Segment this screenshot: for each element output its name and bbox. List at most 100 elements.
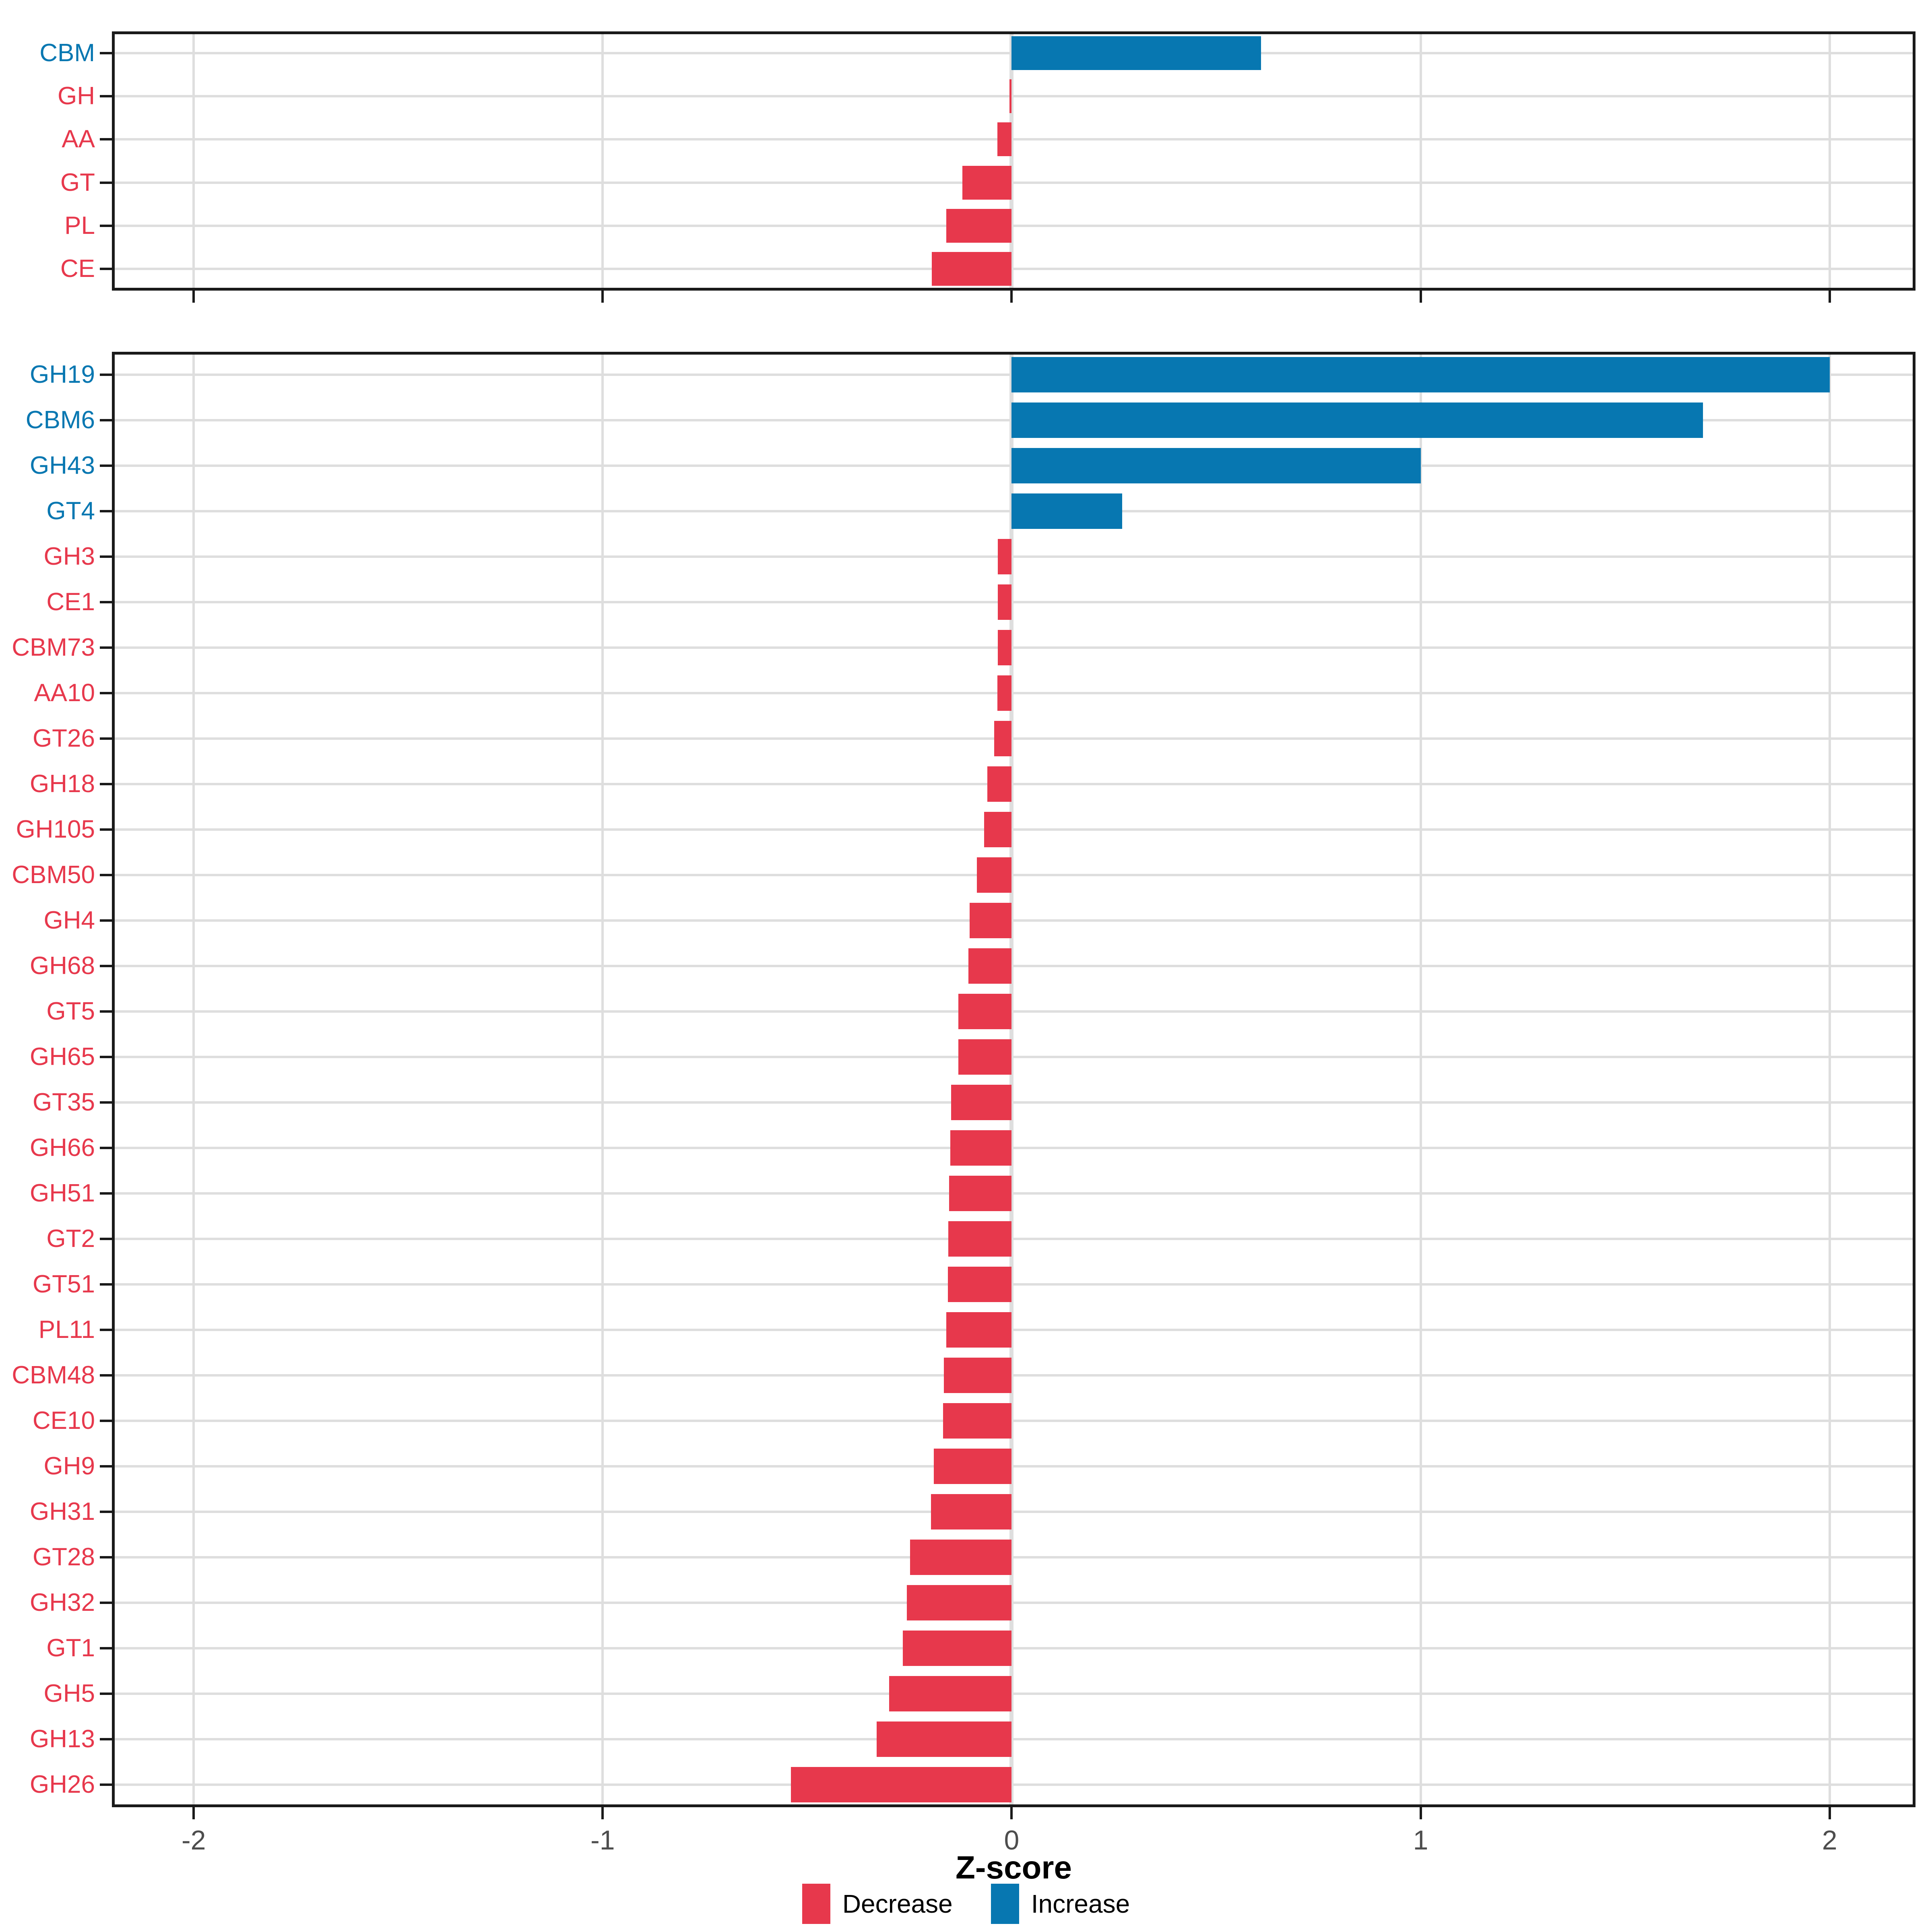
y-axis-label-GH18: GH18 (30, 770, 95, 798)
y-gridline-PL (115, 225, 1913, 227)
x-tick--2 (192, 1807, 195, 1819)
y-tick-GH18 (100, 782, 112, 785)
legend: Decrease Increase (0, 1884, 1932, 1924)
y-tick-GH26 (100, 1783, 112, 1786)
bar-CBM (1011, 36, 1261, 70)
y-axis-label-GT2: GT2 (46, 1224, 95, 1253)
bar-AA10 (997, 675, 1012, 711)
y-tick-GH31 (100, 1510, 112, 1513)
y-axis-label-GT35: GT35 (32, 1088, 95, 1116)
y-axis-label-GH: GH (58, 82, 95, 110)
y-axis-label-GH19: GH19 (30, 360, 95, 388)
y-tick-GH19 (100, 373, 112, 376)
bar-GH19 (1011, 357, 1830, 392)
y-axis-label-GT51: GT51 (32, 1270, 95, 1298)
bar-CBM73 (997, 630, 1012, 665)
y-gridline-GH4 (115, 919, 1913, 922)
y-gridline-GH105 (115, 828, 1913, 831)
y-axis-label-GH32: GH32 (30, 1588, 95, 1616)
y-axis-label-CE: CE (60, 255, 95, 283)
y-axis-label-GH43: GH43 (30, 451, 95, 479)
bar-GH66 (950, 1130, 1012, 1166)
y-gridline-CE1 (115, 601, 1913, 603)
y-axis-label-AA10: AA10 (34, 679, 95, 707)
y-tick-GH65 (100, 1055, 112, 1058)
y-gridline-GH3 (115, 555, 1913, 558)
x-gridline-0 (1009, 355, 1014, 1804)
panel-bottom-cazyme-families (112, 352, 1915, 1807)
x-tick-0 (1010, 291, 1013, 303)
y-gridline-AA10 (115, 691, 1913, 694)
y-gridline-GT26 (115, 737, 1913, 740)
y-gridline-CE (115, 268, 1913, 270)
y-axis-label-GH105: GH105 (16, 815, 95, 843)
bar-GH32 (907, 1585, 1012, 1620)
y-gridline-GT5 (115, 1010, 1913, 1013)
y-tick-GT2 (100, 1237, 112, 1240)
y-gridline-GH26 (115, 1783, 1913, 1786)
y-axis-label-GT28: GT28 (32, 1543, 95, 1571)
y-tick-CBM48 (100, 1374, 112, 1377)
y-gridline-GH68 (115, 964, 1913, 967)
y-tick-CBM6 (100, 419, 112, 421)
bar-GT4 (1011, 493, 1122, 529)
x-gridline-2 (1828, 355, 1831, 1804)
legend-item-increase: Increase (991, 1884, 1130, 1924)
y-axis-label-CE10: CE10 (32, 1406, 95, 1435)
y-gridline-PL11 (115, 1328, 1913, 1331)
y-gridline-GT2 (115, 1237, 1913, 1240)
y-tick-AA (100, 138, 112, 141)
x-tick-label--1: -1 (590, 1825, 615, 1856)
y-gridline-CE10 (115, 1419, 1913, 1422)
y-gridline-GH32 (115, 1601, 1913, 1604)
bar-GH51 (949, 1175, 1012, 1211)
y-axis-label-GH5: GH5 (43, 1679, 95, 1707)
bar-CE1 (997, 584, 1012, 620)
x-tick-2 (1828, 1807, 1831, 1819)
y-tick-CE1 (100, 601, 112, 603)
x-tick-label--2: -2 (181, 1825, 206, 1856)
y-tick-GT4 (100, 510, 112, 512)
decrease-label: Decrease (842, 1889, 953, 1918)
y-gridline-GT28 (115, 1556, 1913, 1558)
y-axis-label-CBM: CBM (39, 39, 95, 67)
y-tick-GH68 (100, 964, 112, 967)
y-gridline-GH31 (115, 1510, 1913, 1513)
y-tick-GH4 (100, 919, 112, 922)
bar-GH65 (958, 1039, 1012, 1075)
x-gridline--2 (192, 355, 195, 1804)
y-axis-label-CE1: CE1 (46, 588, 95, 616)
bar-GT35 (951, 1084, 1012, 1120)
x-gridline-2 (1828, 34, 1831, 288)
y-tick-GT35 (100, 1101, 112, 1104)
bar-GT26 (994, 720, 1012, 756)
y-gridline-GT1 (115, 1647, 1913, 1649)
bar-PL11 (946, 1312, 1012, 1348)
y-axis-label-GH4: GH4 (43, 906, 95, 934)
y-tick-GH66 (100, 1146, 112, 1149)
bar-GH5 (889, 1676, 1012, 1711)
bar-CBM50 (977, 857, 1012, 893)
x-gridline--1 (601, 34, 604, 288)
y-tick-CBM73 (100, 646, 112, 649)
y-axis-label-GT26: GT26 (32, 724, 95, 752)
bar-GH18 (987, 766, 1012, 802)
bar-GH68 (968, 948, 1012, 984)
y-axis-label-CBM6: CBM6 (25, 406, 95, 434)
y-tick-GT51 (100, 1283, 112, 1286)
y-axis-label-PL: PL (64, 212, 95, 239)
x-axis-title: Z-score (956, 1849, 1072, 1885)
bar-GH105 (984, 811, 1012, 847)
y-axis-label-GT5: GT5 (46, 997, 95, 1025)
bar-GH9 (934, 1448, 1012, 1484)
increase-label: Increase (1031, 1889, 1130, 1918)
y-tick-CBM50 (100, 873, 112, 876)
y-gridline-AA (115, 138, 1913, 141)
bar-GH26 (791, 1767, 1012, 1802)
y-gridline-GH18 (115, 782, 1913, 785)
x-gridline-0 (1009, 34, 1014, 288)
y-gridline-GH (115, 95, 1913, 97)
y-tick-PL (100, 225, 112, 227)
y-tick-AA10 (100, 691, 112, 694)
